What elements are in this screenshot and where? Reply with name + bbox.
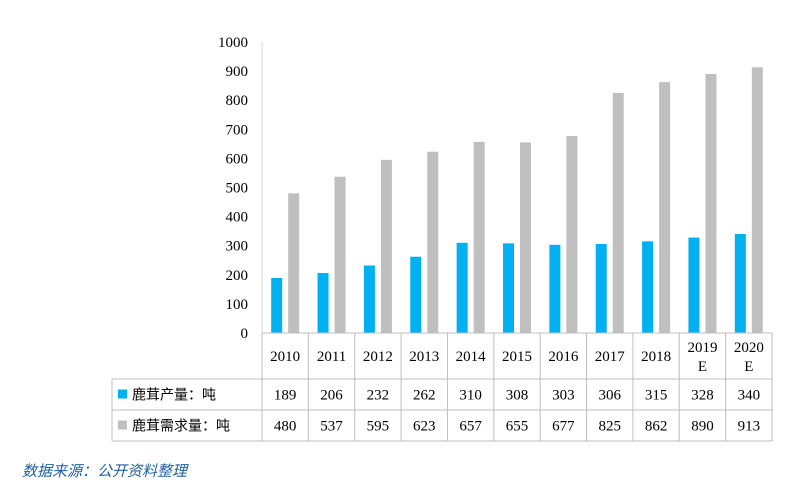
data-label: 328: [691, 388, 714, 404]
data-label: 232: [367, 388, 390, 404]
data-label: 306: [598, 388, 621, 404]
y-tick-label: 500: [226, 181, 249, 197]
y-tick-label: 100: [226, 297, 249, 313]
legend-label: 鹿茸需求量：吨: [132, 418, 230, 435]
bar-demand: [566, 135, 578, 333]
x-tick-label: 2019: [687, 340, 717, 356]
data-label: 480: [274, 419, 297, 435]
x-tick-label: E: [744, 359, 753, 375]
data-label: 913: [738, 419, 761, 435]
bar-production: [503, 243, 514, 333]
data-label: 623: [413, 419, 436, 435]
bar-demand: [288, 193, 300, 333]
data-label: 206: [320, 388, 343, 404]
bar-production: [410, 256, 422, 333]
bar-production: [271, 278, 283, 333]
x-tick-label: 2010: [270, 349, 300, 365]
data-label: 308: [506, 388, 529, 404]
data-label: 262: [413, 388, 436, 404]
source-note: 数据来源：公开资料整理: [22, 462, 188, 480]
data-label: 890: [691, 419, 714, 435]
data-label: 655: [506, 419, 529, 435]
data-label: 537: [320, 419, 343, 435]
x-tick-label: 2020: [734, 340, 764, 356]
bar-demand: [705, 74, 717, 333]
x-tick-label: 2011: [317, 349, 346, 365]
bar-demand: [427, 151, 439, 333]
bar-production: [317, 273, 329, 333]
y-tick-label: 600: [226, 151, 249, 167]
data-label: 189: [274, 388, 297, 404]
y-tick-label: 300: [226, 239, 249, 255]
data-label: 595: [367, 419, 390, 435]
bar-demand: [520, 142, 531, 333]
bar-production: [363, 265, 375, 333]
bar-demand: [612, 92, 624, 333]
bar-demand: [659, 82, 671, 334]
x-tick-label: 2018: [641, 349, 671, 365]
x-tick-label: 2014: [456, 349, 487, 365]
legend-key: [118, 389, 127, 399]
data-label: 657: [459, 419, 482, 435]
bar-demand: [334, 176, 346, 333]
bar-production: [549, 244, 561, 333]
y-tick-label: 900: [226, 64, 249, 80]
y-tick-label: 700: [226, 122, 249, 138]
bar-production: [642, 241, 654, 333]
x-tick-label: E: [698, 359, 707, 375]
bar-production: [595, 243, 607, 333]
x-tick-label: 2015: [502, 349, 532, 365]
x-tick-label: 2013: [409, 349, 439, 365]
bar-production: [688, 237, 700, 333]
x-tick-label: 2017: [595, 349, 626, 365]
data-label: 315: [645, 388, 668, 404]
y-tick-label: 0: [241, 326, 249, 342]
y-tick-label: 200: [226, 268, 249, 284]
y-tick-label: 800: [226, 93, 249, 109]
data-label: 303: [552, 388, 575, 404]
x-tick-label: 2016: [548, 349, 579, 365]
legend-label: 鹿茸产量：吨: [132, 387, 216, 404]
data-label: 340: [738, 388, 761, 404]
y-tick-label: 400: [226, 210, 249, 226]
bar-demand: [751, 67, 763, 333]
bar-production: [456, 242, 468, 333]
bar-demand: [380, 159, 392, 333]
data-label: 825: [598, 419, 621, 435]
bar-demand: [473, 141, 485, 333]
bar-production: [734, 234, 746, 333]
data-label: 677: [552, 419, 575, 435]
data-label: 862: [645, 419, 668, 435]
x-tick-label: 2012: [363, 349, 393, 365]
data-label: 310: [459, 388, 482, 404]
y-tick-label: 1000: [218, 35, 248, 51]
legend-key: [118, 420, 127, 430]
